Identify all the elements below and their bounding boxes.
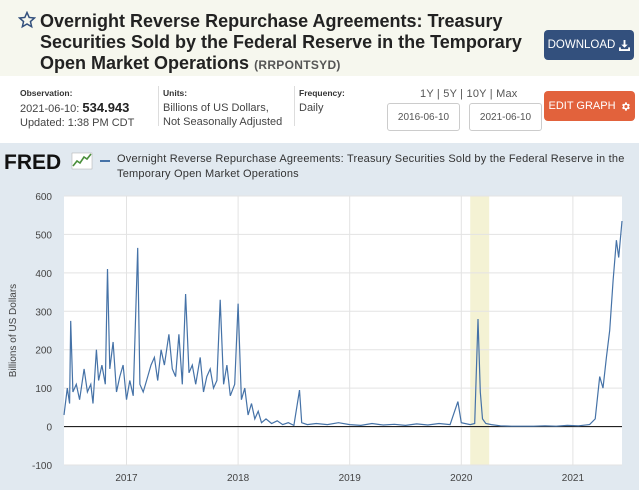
x-tick-label: 2018 (227, 473, 250, 484)
line-chart: 600 500 400 300 200 100 0 -100 2017 2018 2019 2020 2… (8, 192, 623, 484)
observation-label: Observation: (20, 88, 73, 98)
units-label: Units: (163, 88, 188, 98)
series-line (63, 220, 623, 427)
y-tick-label: -100 (32, 461, 52, 472)
end-date-input[interactable]: 2021-06-10 (469, 103, 542, 131)
observation-value: 534.943 (82, 100, 130, 115)
gear-icon (621, 101, 630, 111)
fred-logo-line (72, 153, 92, 167)
download-label: DOWNLOAD (547, 39, 616, 51)
y-tick-label: 500 (35, 230, 52, 241)
edit-graph-button[interactable]: EDIT GRAPH (544, 91, 635, 121)
fred-logo: FRED (4, 151, 93, 173)
y-tick-label: 300 (35, 307, 52, 318)
range-separator: | (436, 88, 440, 100)
units-block: Units: Billions of US Dollars, Not Seaso… (163, 86, 293, 129)
title-bar: Overnight Reverse Repurchase Agreements:… (0, 0, 639, 76)
units-line2: Not Seasonally Adjusted (163, 116, 283, 128)
fred-logo-text: FRED (4, 151, 61, 173)
series-title: Overnight Reverse Repurchase Agreements:… (40, 11, 535, 76)
y-tick-label: 100 (35, 384, 52, 395)
range-1y-button[interactable]: 1Y (420, 88, 434, 100)
y-tick-label: 200 (35, 346, 52, 357)
y-tick-label: 0 (46, 423, 52, 434)
range-10y-button[interactable]: 10Y (466, 88, 487, 100)
download-icon (619, 39, 631, 51)
star-icon[interactable] (18, 11, 36, 29)
range-max-button[interactable]: Max (496, 88, 518, 100)
y-axis-title: Billions of US Dollars (8, 284, 19, 377)
frequency-block: Frequency: Daily (299, 86, 369, 115)
frequency-value: Daily (299, 102, 324, 114)
download-button[interactable]: DOWNLOAD (544, 30, 634, 60)
observation-block: Observation: 2021-06-10: 534.943 Updated… (20, 86, 155, 130)
range-selector: 1Y | 5Y | 10Y | Max (420, 88, 517, 100)
edit-graph-label: EDIT GRAPH (548, 100, 616, 112)
divider (158, 86, 159, 126)
range-separator: | (460, 88, 464, 100)
plot-area (64, 196, 622, 465)
frequency-label: Frequency: (299, 88, 345, 98)
series-title-text: Overnight Reverse Repurchase Agreements:… (40, 11, 522, 73)
divider (294, 86, 295, 126)
legend-swatch (100, 160, 110, 162)
x-tick-label: 2017 (115, 473, 138, 484)
observation-date: 2021-06-10: (20, 103, 80, 115)
x-tick-label: 2020 (450, 473, 473, 484)
x-tick-label: 2019 (339, 473, 362, 484)
shaded-period (470, 196, 490, 465)
x-tick-label: 2021 (562, 473, 585, 484)
legend-label: Overnight Reverse Repurchase Agreements:… (117, 153, 625, 180)
range-separator: | (489, 88, 493, 100)
y-tick-label: 600 (35, 192, 52, 203)
start-date-input[interactable]: 2016-06-10 (387, 103, 460, 131)
series-id: (RRPONTSYD) (254, 58, 341, 72)
range-5y-button[interactable]: 5Y (443, 88, 457, 100)
units-line1: Billions of US Dollars, (163, 102, 269, 114)
graph-panel: FRED Overnight Reverse Repurchase Agreem… (0, 143, 639, 490)
updated-time: Updated: 1:38 PM CDT (20, 117, 135, 129)
y-tick-label: 400 (35, 269, 52, 280)
